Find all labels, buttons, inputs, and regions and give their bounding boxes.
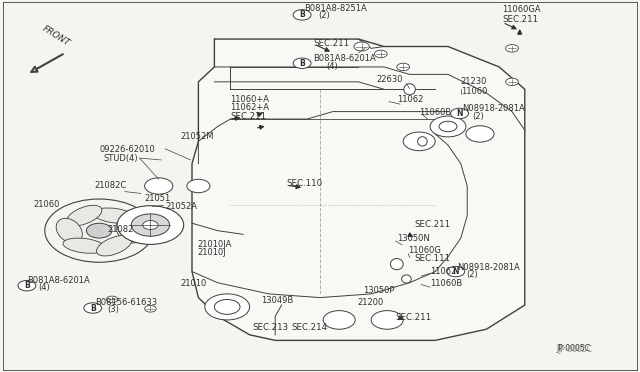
Circle shape <box>451 108 468 119</box>
Text: 21082: 21082 <box>108 225 134 234</box>
Circle shape <box>86 223 112 238</box>
Text: (4): (4) <box>38 283 50 292</box>
Circle shape <box>439 121 457 132</box>
Text: SEC.214: SEC.214 <box>291 323 327 332</box>
Circle shape <box>403 132 435 151</box>
Text: SEC.211: SEC.211 <box>314 39 349 48</box>
Text: SEC.211: SEC.211 <box>396 313 431 322</box>
Text: 21010J: 21010J <box>197 248 226 257</box>
Text: N: N <box>452 267 459 276</box>
Polygon shape <box>192 39 525 340</box>
Text: B: B <box>24 281 29 290</box>
Text: 21052M: 21052M <box>180 132 214 141</box>
Text: B: B <box>90 304 95 312</box>
Text: N: N <box>456 109 463 118</box>
Text: 13050P: 13050P <box>364 286 395 295</box>
Text: B: B <box>300 59 305 68</box>
Circle shape <box>187 179 210 193</box>
Ellipse shape <box>67 205 102 226</box>
Text: 11062: 11062 <box>430 267 456 276</box>
Circle shape <box>106 296 118 303</box>
Text: 11060: 11060 <box>461 87 487 96</box>
Text: 21230: 21230 <box>461 77 487 86</box>
Text: JP 0005C: JP 0005C <box>558 345 592 354</box>
Circle shape <box>293 10 311 20</box>
Text: SEC.211: SEC.211 <box>230 112 266 121</box>
Ellipse shape <box>56 218 83 243</box>
Text: (2): (2) <box>472 112 484 121</box>
Circle shape <box>397 63 410 71</box>
Circle shape <box>371 311 403 329</box>
Text: B081A8-8251A: B081A8-8251A <box>304 4 367 13</box>
Circle shape <box>506 45 518 52</box>
Text: N08918-2081A: N08918-2081A <box>462 105 525 113</box>
Text: (2): (2) <box>466 270 477 279</box>
Text: 11060B: 11060B <box>419 108 451 117</box>
Circle shape <box>447 266 465 277</box>
Text: FRONT: FRONT <box>41 25 72 48</box>
Circle shape <box>466 126 494 142</box>
Text: SEC.111: SEC.111 <box>415 254 451 263</box>
Text: 11060+A: 11060+A <box>230 95 269 104</box>
Text: 21010JA: 21010JA <box>197 240 232 249</box>
Ellipse shape <box>116 218 142 243</box>
Text: 13050N: 13050N <box>397 234 429 243</box>
Text: 09226-62010: 09226-62010 <box>99 145 155 154</box>
Circle shape <box>145 178 173 194</box>
Circle shape <box>18 280 36 291</box>
Circle shape <box>293 58 311 68</box>
Text: 21010: 21010 <box>180 279 207 288</box>
Text: B08156-61633: B08156-61633 <box>95 298 157 307</box>
Text: 21060: 21060 <box>33 200 60 209</box>
Ellipse shape <box>418 137 428 146</box>
Ellipse shape <box>390 259 403 270</box>
Circle shape <box>354 42 369 51</box>
Text: SEC.211: SEC.211 <box>502 15 538 24</box>
Text: (4): (4) <box>326 62 338 71</box>
Text: 11062+A: 11062+A <box>230 103 269 112</box>
Circle shape <box>131 214 170 236</box>
Text: 21051: 21051 <box>144 194 170 203</box>
Circle shape <box>214 299 240 314</box>
Text: (3): (3) <box>108 305 120 314</box>
Text: 11060B: 11060B <box>430 279 462 288</box>
Text: STUD(4): STUD(4) <box>104 154 138 163</box>
Circle shape <box>143 221 158 230</box>
Ellipse shape <box>63 238 106 253</box>
Text: 11062: 11062 <box>397 95 423 104</box>
Text: 22630: 22630 <box>376 75 403 84</box>
Text: SEC.110: SEC.110 <box>287 179 323 188</box>
Ellipse shape <box>97 235 132 256</box>
Text: B081A8-6201A: B081A8-6201A <box>314 54 376 63</box>
Text: 11060GA: 11060GA <box>502 5 541 14</box>
Ellipse shape <box>402 275 412 283</box>
Circle shape <box>323 311 355 329</box>
Circle shape <box>430 116 466 137</box>
Circle shape <box>84 303 102 313</box>
Text: 13049B: 13049B <box>261 296 293 305</box>
Text: SEC.213: SEC.213 <box>253 323 289 332</box>
Text: 21082C: 21082C <box>95 181 127 190</box>
Text: 11060G: 11060G <box>408 246 441 255</box>
Circle shape <box>205 294 250 320</box>
Text: 21052A: 21052A <box>165 202 197 211</box>
Circle shape <box>145 305 156 312</box>
Text: B081A8-6201A: B081A8-6201A <box>27 276 90 285</box>
Ellipse shape <box>93 208 136 223</box>
Text: SEC.211: SEC.211 <box>415 220 451 229</box>
Text: N08918-2081A: N08918-2081A <box>458 263 520 272</box>
Circle shape <box>117 206 184 244</box>
Text: 21200: 21200 <box>357 298 383 307</box>
Ellipse shape <box>404 84 415 95</box>
Text: (2): (2) <box>318 12 330 20</box>
Text: B: B <box>300 10 305 19</box>
Circle shape <box>374 50 387 58</box>
Text: JP 0005C: JP 0005C <box>557 344 591 353</box>
Circle shape <box>506 78 518 86</box>
